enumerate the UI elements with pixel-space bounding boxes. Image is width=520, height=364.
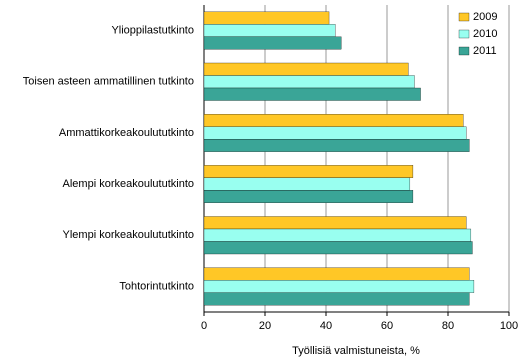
bar [203, 87, 421, 101]
bar [203, 139, 470, 152]
legend-label: 2011 [473, 45, 497, 57]
bar [203, 75, 415, 89]
y-tick-label: Toisen asteen ammatillinen tutkinto [23, 76, 194, 88]
bar [203, 292, 470, 306]
legend-label: 2009 [473, 11, 497, 23]
bar [203, 280, 475, 293]
y-tick-label: Ylioppilastutkinto [111, 24, 194, 36]
x-axis-label: Työllisiä valmistuneista, % [292, 345, 420, 357]
legend-swatch [458, 29, 470, 39]
bar [203, 190, 414, 203]
bar [203, 62, 409, 76]
bar [203, 11, 330, 25]
x-tick-label: 100 [500, 320, 518, 332]
y-tick-label: Ylempi korkeakoulututkinto [63, 229, 194, 241]
y-tick-label: Tohtorintutkinto [119, 280, 194, 292]
bar [203, 228, 472, 242]
bar [203, 36, 342, 50]
bar [203, 165, 414, 178]
bar [203, 126, 467, 140]
y-tick-label: Alempi korkeakoulututkinto [63, 178, 194, 190]
x-tick-label: 20 [259, 320, 271, 332]
x-tick-label: 80 [442, 320, 454, 332]
bar [203, 267, 470, 281]
legend-swatch [458, 12, 470, 22]
x-tick-label: 0 [201, 320, 207, 332]
bar [203, 216, 467, 230]
legend-swatch [458, 46, 470, 56]
bar [203, 24, 336, 37]
y-tick-label: Ammattikorkeakoulututkinto [59, 127, 194, 139]
bar [203, 241, 473, 255]
x-tick-label: 60 [381, 320, 393, 332]
x-tick-label: 40 [320, 320, 332, 332]
legend-label: 2010 [473, 28, 497, 40]
bar [203, 114, 464, 127]
bar [203, 177, 411, 191]
